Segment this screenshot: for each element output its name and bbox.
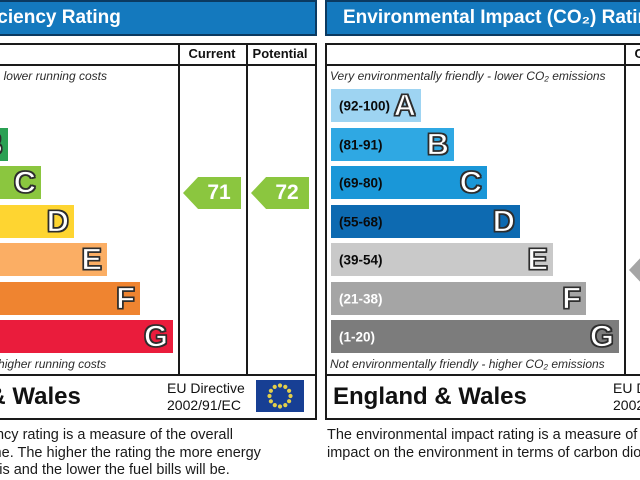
band-row-f: (21-38) F [331,279,586,315]
environmental-title-bar: Environmental Impact (CO₂) Rating [325,0,640,36]
footer-divider [325,374,640,376]
band-letter: E [81,240,103,276]
note-bottom: Not energy efficient - higher running co… [0,357,107,371]
table-border [0,43,317,420]
band-letter: B [426,125,450,161]
panel-description: The energy efficiency rating is a measur… [0,427,261,480]
eu-directive-line1: EU Directive [167,380,245,396]
description-line: efficiency of a home. The higher the rat… [0,444,261,461]
column-separator [624,43,626,376]
panel-title: Environmental Impact (CO₂) Rating [343,7,640,28]
band-row-b: B [0,125,8,162]
band-range: (92-100) [339,98,391,113]
band-row-e: E [0,240,107,276]
band-letter: F [561,279,581,315]
header-divider [0,64,317,66]
description-line: The energy efficiency rating is a measur… [0,427,233,443]
band-row-a: (92-100) A [331,86,421,122]
header-current-label: Current [634,46,640,61]
arrow-value: 72 [275,181,299,204]
note-bottom: Not environmentally friendly - higher CO… [330,357,605,371]
energy-efficiency-panel: Energy Efficiency Rating Current Potenti… [0,0,317,480]
header-potential-label: Potential [252,46,308,61]
band-row-g: G [0,317,173,353]
eu-directive-text: EU Directive 2002/91/EC [613,380,640,413]
table-border [325,43,640,420]
band-letter: G [589,317,614,353]
band-range: (39-54) [339,252,383,267]
band-letter: E [527,240,549,276]
header-divider [325,64,640,66]
band-row-g: (1-20) G [331,317,619,353]
description-line: The environmental impact rating is a mea… [327,427,640,443]
band-letter: G [143,317,168,353]
band-range: (1-20) [339,329,376,344]
eu-directive-line2: 2002/91/EC [613,396,640,413]
band-range: (21-38) [339,291,383,306]
note-top: Very energy efficient - lower running co… [0,69,107,83]
description-line: efficient the home is and the lower the … [0,462,230,478]
band-row-b: (81-91) B [331,125,454,161]
description-line: impact on the environment in terms of ca… [327,444,640,461]
energy-title-bar: Energy Efficiency Rating [0,0,317,36]
footer-region-label: England & Wales [333,383,527,410]
band-range: (55-68) [339,214,383,229]
header-current-label: Current [188,46,236,61]
eu-directive-text: EU Directive 2002/91/EC [167,380,245,413]
band-row-c: C [0,163,41,199]
band-letter: C [13,163,37,199]
band-letter: A [393,86,417,122]
arrow-value: 71 [207,181,231,204]
band-letter: C [459,163,483,199]
band-letter: D [46,202,70,238]
environmental-rating-table: Current Potential Very environmentally f… [325,43,640,420]
panel-description: The environmental impact rating is a mea… [327,427,640,462]
column-separator [178,43,180,376]
note-top: Very environmentally friendly - lower CO… [330,69,606,83]
footer-divider [0,374,317,376]
band-letter: B [0,125,4,162]
band-range: (69-80) [339,175,383,190]
band-row-e: (39-54) E [331,240,553,276]
footer-region-label: England & Wales [0,383,81,410]
eu-directive-line1: EU Directive [613,380,640,396]
band-row-c: (69-80) C [331,163,487,199]
current-rating-arrow [629,254,640,286]
energy-rating-table: Current Potential Very energy efficient … [0,43,317,420]
band-row-d: D [0,202,74,238]
band-letter: D [492,202,516,238]
band-row-d: (55-68) D [331,202,520,238]
eu-flag [256,380,304,412]
band-range: (81-91) [339,137,383,152]
band-row-f: F [0,279,140,315]
eu-directive-line2: 2002/91/EC [167,396,241,413]
column-separator [246,43,248,376]
panel-title: Energy Efficiency Rating [0,7,121,28]
band-letter: F [115,279,135,315]
environmental-impact-panel: Environmental Impact (CO₂) Rating Curren… [325,0,640,480]
